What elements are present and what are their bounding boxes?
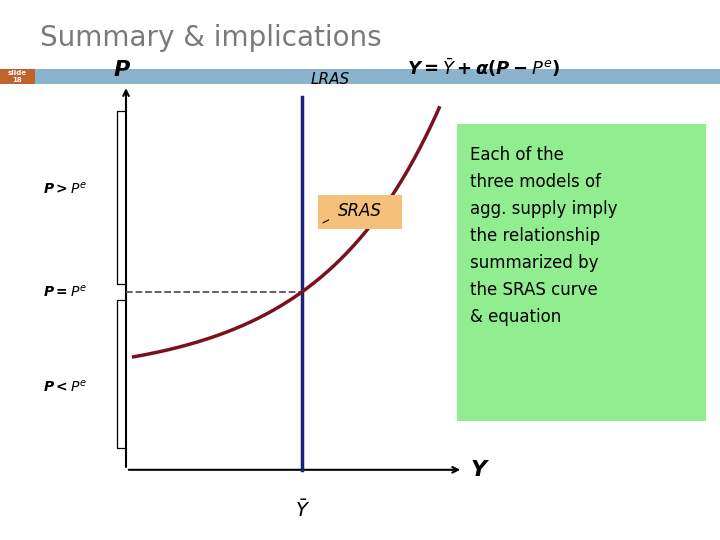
Text: $\boldsymbol{P > P^e}$: $\boldsymbol{P > P^e}$ xyxy=(43,181,87,197)
Text: $\boldsymbol{P < P^e}$: $\boldsymbol{P < P^e}$ xyxy=(43,378,87,394)
Text: $\boldsymbol{Y}$: $\boldsymbol{Y}$ xyxy=(470,460,490,480)
Text: Summary & implications: Summary & implications xyxy=(40,24,381,52)
Text: $\boldsymbol{Y = \bar{Y} + \alpha(P - P^e)}$: $\boldsymbol{Y = \bar{Y} + \alpha(P - P^… xyxy=(407,56,560,79)
Text: slide
18: slide 18 xyxy=(8,70,27,83)
Bar xyxy=(457,124,706,421)
Text: Each of the
three models of
agg. supply imply
the relationship
summarized by
the: Each of the three models of agg. supply … xyxy=(470,146,618,326)
Text: $\bar{Y}$: $\bar{Y}$ xyxy=(294,500,310,522)
Text: $\boldsymbol{P = P^e}$: $\boldsymbol{P = P^e}$ xyxy=(43,284,87,300)
Bar xyxy=(0,69,35,84)
Text: LRAS: LRAS xyxy=(311,72,350,87)
Bar xyxy=(0,69,720,84)
FancyBboxPatch shape xyxy=(318,195,402,229)
Text: $\boldsymbol{P}$: $\boldsymbol{P}$ xyxy=(114,60,131,80)
Text: SRAS: SRAS xyxy=(338,201,382,220)
